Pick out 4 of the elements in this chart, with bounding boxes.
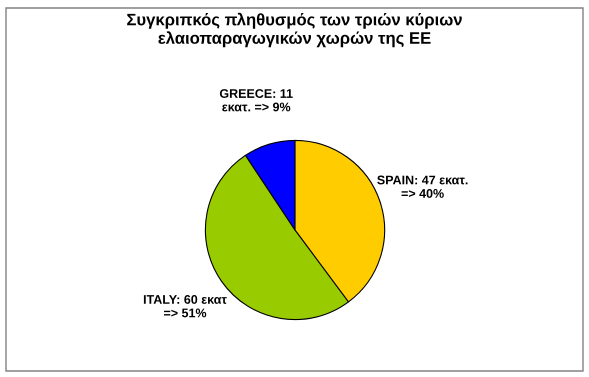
chart-title: Συγκριπκός πληθυσμός των τριών κύριων ελαιοπαραγωγικών χωρών της ΕΕ xyxy=(127,12,462,48)
slice-label: ITALY: 60 εκατ => 51% xyxy=(144,295,227,318)
slice-label: GREECE: 11 εκατ. => 9% xyxy=(220,89,293,112)
slice-label: SPAIN: 47 εκατ. => 40% xyxy=(377,176,468,198)
